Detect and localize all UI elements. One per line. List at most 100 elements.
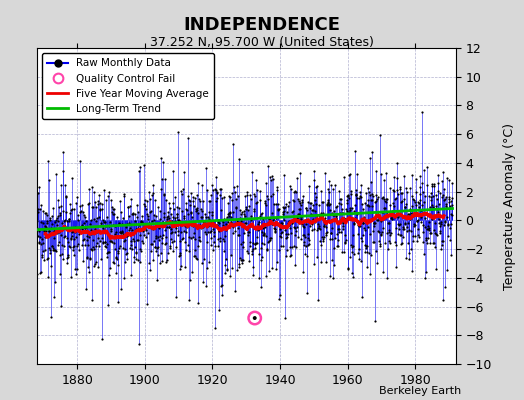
Point: [420, 251, 428, 258]
Point: [424, 224, 433, 231]
Point: [225, 273, 234, 279]
Point: [154, 203, 162, 210]
Point: [193, 207, 202, 213]
Point: [432, 230, 440, 237]
Point: [277, 243, 285, 249]
Point: [130, 238, 138, 244]
Point: [273, 258, 281, 265]
Point: [446, 198, 455, 204]
Point: [326, 272, 335, 279]
Point: [49, 245, 57, 252]
Point: [445, 194, 453, 200]
Point: [378, 269, 387, 276]
Point: [119, 238, 128, 245]
Point: [112, 254, 120, 260]
Point: [79, 237, 87, 244]
Point: [156, 216, 165, 222]
Point: [414, 226, 422, 232]
Point: [67, 207, 75, 214]
Point: [50, 294, 59, 300]
Point: [298, 269, 307, 275]
Point: [378, 195, 387, 201]
Point: [333, 219, 342, 225]
Point: [104, 249, 113, 255]
Point: [274, 200, 282, 207]
Point: [116, 243, 125, 249]
Point: [272, 266, 280, 272]
Point: [106, 238, 114, 244]
Point: [304, 242, 313, 248]
Point: [432, 202, 441, 209]
Point: [200, 221, 208, 228]
Point: [82, 218, 90, 225]
Point: [361, 242, 369, 248]
Point: [275, 247, 283, 254]
Point: [342, 216, 350, 223]
Point: [311, 190, 320, 196]
Point: [71, 265, 80, 272]
Point: [253, 186, 261, 193]
Point: [427, 230, 435, 236]
Point: [434, 188, 443, 194]
Point: [211, 186, 219, 192]
Point: [307, 211, 315, 217]
Point: [375, 238, 383, 244]
Point: [347, 249, 356, 255]
Point: [241, 208, 249, 215]
Point: [278, 229, 287, 236]
Point: [186, 202, 194, 208]
Point: [224, 200, 232, 206]
Point: [351, 191, 359, 198]
Point: [140, 232, 148, 239]
Point: [385, 227, 393, 233]
Point: [291, 262, 299, 268]
Point: [60, 234, 69, 241]
Point: [339, 226, 347, 232]
Point: [403, 220, 412, 226]
Point: [354, 194, 363, 201]
Point: [37, 269, 45, 275]
Point: [69, 244, 78, 250]
Point: [109, 205, 117, 212]
Point: [147, 225, 156, 231]
Point: [447, 221, 455, 228]
Point: [441, 284, 450, 290]
Point: [440, 186, 448, 192]
Point: [344, 193, 352, 200]
Point: [249, 240, 257, 246]
Point: [140, 201, 149, 207]
Point: [362, 202, 370, 208]
Point: [107, 239, 116, 245]
Point: [236, 240, 245, 247]
Point: [430, 181, 438, 188]
Point: [180, 168, 189, 175]
Point: [367, 179, 376, 185]
Point: [337, 219, 346, 226]
Point: [64, 254, 72, 261]
Point: [286, 183, 294, 189]
Point: [114, 298, 122, 305]
Point: [399, 195, 408, 202]
Point: [121, 259, 129, 266]
Point: [420, 199, 429, 206]
Point: [235, 261, 243, 268]
Point: [78, 202, 86, 208]
Point: [41, 209, 49, 216]
Point: [66, 201, 74, 207]
Point: [436, 246, 445, 252]
Point: [136, 246, 145, 252]
Point: [120, 192, 128, 199]
Point: [266, 173, 274, 180]
Point: [207, 235, 215, 241]
Point: [258, 224, 267, 231]
Point: [63, 254, 71, 261]
Point: [245, 258, 253, 264]
Point: [383, 275, 391, 282]
Point: [93, 228, 102, 235]
Point: [439, 192, 447, 198]
Point: [434, 209, 442, 215]
Point: [287, 186, 295, 192]
Point: [78, 225, 86, 232]
Point: [221, 216, 230, 223]
Point: [247, 250, 256, 257]
